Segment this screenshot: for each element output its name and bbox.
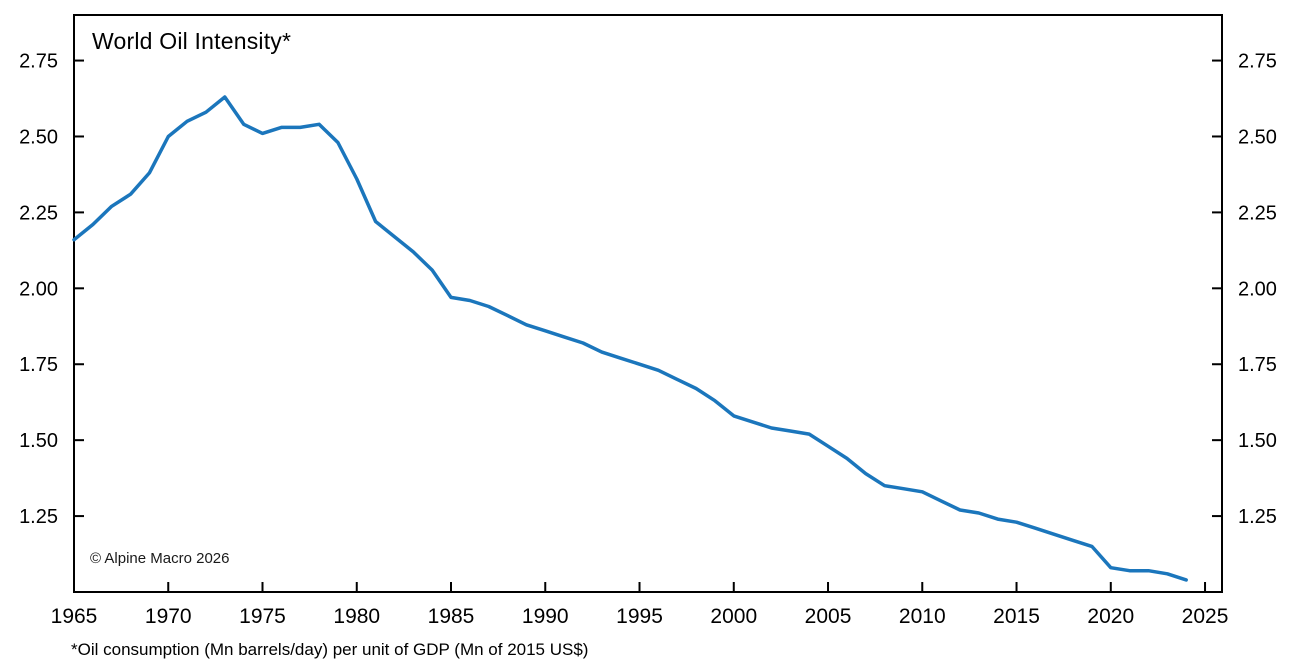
x-tick-label: 2000 (710, 605, 757, 628)
y-tick-label-left: 2.25 (19, 202, 58, 224)
y-tick-label-right: 1.75 (1238, 354, 1277, 376)
y-tick-label-left: 2.50 (19, 126, 58, 148)
y-tick-label-left: 1.75 (19, 354, 58, 376)
x-tick-label: 2005 (805, 605, 852, 628)
y-tick-label-right: 1.50 (1238, 430, 1277, 452)
x-tick-label: 1970 (145, 605, 192, 628)
y-tick-label-left: 2.75 (19, 51, 58, 73)
y-tick-label-right: 2.00 (1238, 278, 1277, 300)
x-tick-label: 1965 (51, 605, 98, 628)
chart-title: World Oil Intensity* (92, 28, 292, 54)
x-tick-label: 2025 (1182, 605, 1229, 628)
x-tick-label: 2020 (1087, 605, 1134, 628)
x-tick-label: 1995 (616, 605, 663, 628)
y-tick-label-left: 1.25 (19, 506, 58, 528)
y-tick-label-left: 2.00 (19, 278, 58, 300)
x-tick-label: 1990 (522, 605, 569, 628)
x-tick-label: 1975 (239, 605, 286, 628)
x-tick-label: 1985 (428, 605, 475, 628)
y-tick-label-right: 2.50 (1238, 126, 1277, 148)
copyright-watermark: © Alpine Macro 2026 (90, 550, 230, 567)
y-tick-label-left: 1.50 (19, 430, 58, 452)
y-tick-label-right: 2.25 (1238, 202, 1277, 224)
y-tick-label-right: 1.25 (1238, 506, 1277, 528)
x-tick-label: 2010 (899, 605, 946, 628)
y-tick-label-right: 2.75 (1238, 51, 1277, 73)
plot-border (73, 14, 1223, 593)
x-tick-label: 1980 (333, 605, 380, 628)
oil-intensity-line (72, 95, 1188, 582)
x-tick-label: 2015 (993, 605, 1040, 628)
chart-footnote: *Oil consumption (Mn barrels/day) per un… (71, 640, 589, 659)
